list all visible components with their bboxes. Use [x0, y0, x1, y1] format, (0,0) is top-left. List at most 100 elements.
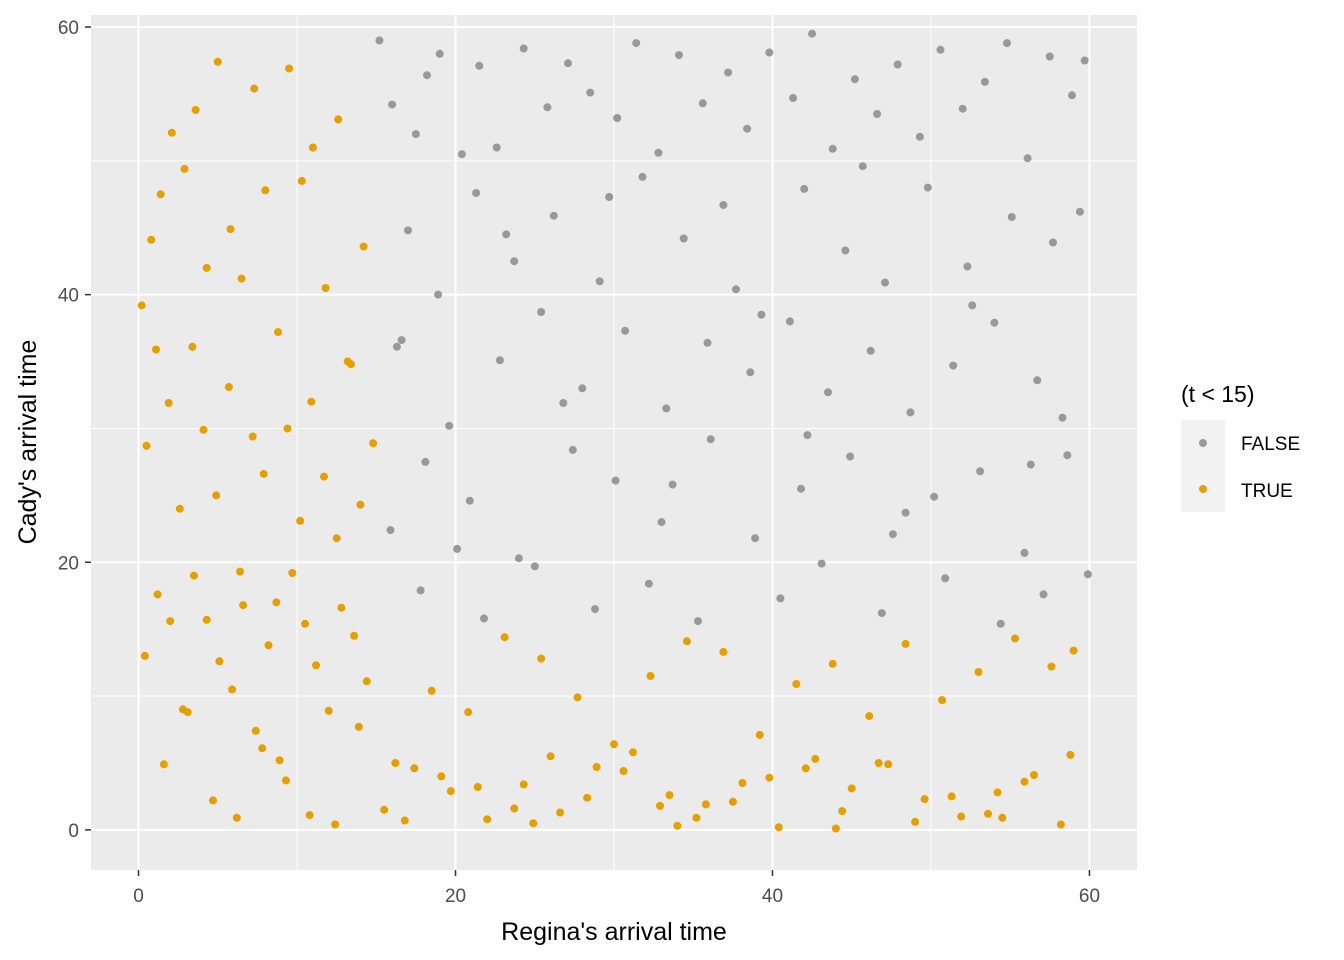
point-false — [1039, 590, 1048, 599]
point-true — [1047, 662, 1056, 671]
point-true — [248, 432, 257, 441]
point-true — [305, 811, 314, 820]
point-true — [556, 808, 565, 817]
y-axis: 0 20 40 60 — [58, 18, 91, 842]
point-true — [337, 603, 346, 612]
point-false — [866, 346, 875, 355]
point-true — [343, 357, 352, 366]
point-false — [549, 211, 558, 220]
point-false — [963, 262, 972, 271]
point-true — [765, 773, 774, 782]
point-true — [156, 190, 165, 199]
point-true — [258, 744, 267, 753]
point-false — [719, 201, 728, 209]
point-false — [492, 143, 501, 152]
y-tick-label: 0 — [68, 821, 79, 842]
point-true — [998, 813, 1007, 822]
point-false — [605, 193, 614, 201]
point-true — [274, 328, 282, 337]
point-false — [475, 61, 484, 70]
point-false — [923, 183, 932, 192]
point-false — [1075, 207, 1084, 216]
point-false — [654, 148, 663, 157]
point-true — [537, 654, 546, 663]
point-true — [301, 619, 309, 628]
point-false — [519, 44, 528, 53]
point-false — [434, 290, 443, 299]
point-false — [1049, 238, 1057, 247]
point-false — [980, 77, 989, 86]
point-false — [595, 277, 604, 286]
point-true — [828, 659, 837, 668]
point-false — [1003, 39, 1011, 48]
point-true — [354, 722, 363, 731]
point-false — [743, 124, 752, 133]
point-false — [732, 285, 740, 294]
point-false — [1007, 213, 1016, 221]
point-true — [701, 800, 710, 809]
point-false — [976, 467, 985, 476]
legend-key-true-point — [1199, 485, 1207, 493]
point-false — [803, 431, 812, 440]
point-false — [800, 184, 809, 193]
point-true — [719, 647, 728, 656]
point-true — [738, 779, 747, 787]
legend: (t < 15) FALSE TRUE — [1181, 381, 1300, 512]
point-false — [789, 94, 798, 102]
legend-title: (t < 15) — [1181, 381, 1255, 407]
point-false — [776, 594, 785, 603]
point-false — [850, 75, 859, 84]
point-false — [480, 614, 488, 623]
point-false — [591, 605, 599, 614]
point-true — [232, 813, 241, 822]
point-false — [901, 508, 910, 517]
point-true — [183, 708, 192, 717]
point-true — [629, 748, 637, 757]
point-false — [632, 39, 641, 48]
point-true — [920, 795, 929, 804]
point-true — [646, 672, 655, 680]
point-false — [586, 88, 595, 97]
point-true — [188, 342, 197, 351]
point-true — [583, 793, 592, 802]
point-true — [308, 143, 317, 152]
point-false — [397, 336, 406, 345]
point-true — [510, 804, 519, 813]
point-true — [391, 759, 400, 767]
point-true — [275, 756, 284, 765]
point-true — [334, 115, 343, 124]
point-true — [137, 301, 146, 310]
point-false — [1068, 91, 1076, 100]
point-false — [828, 144, 837, 153]
point-true — [947, 792, 956, 801]
point-false — [936, 45, 945, 54]
point-true — [140, 651, 149, 660]
point-true — [446, 787, 455, 796]
point-false — [915, 132, 924, 141]
point-true — [261, 186, 270, 195]
point-false — [751, 534, 760, 543]
point-true — [838, 807, 847, 816]
point-true — [272, 598, 281, 607]
point-true — [1020, 777, 1029, 786]
y-tick-label: 60 — [58, 18, 79, 39]
point-false — [465, 496, 474, 505]
point-true — [410, 764, 419, 773]
point-false — [423, 71, 431, 80]
point-true — [993, 788, 1002, 797]
point-false — [375, 36, 384, 45]
point-true — [191, 106, 200, 114]
point-true — [957, 812, 966, 821]
point-false — [388, 100, 397, 109]
point-false — [808, 29, 817, 38]
point-true — [236, 567, 244, 576]
point-true — [619, 767, 628, 775]
point-false — [510, 257, 519, 266]
point-true — [175, 504, 184, 513]
point-false — [453, 544, 462, 553]
point-true — [224, 383, 233, 391]
point-true — [673, 821, 682, 830]
point-false — [675, 51, 683, 60]
point-false — [881, 278, 889, 287]
point-true — [362, 677, 371, 686]
